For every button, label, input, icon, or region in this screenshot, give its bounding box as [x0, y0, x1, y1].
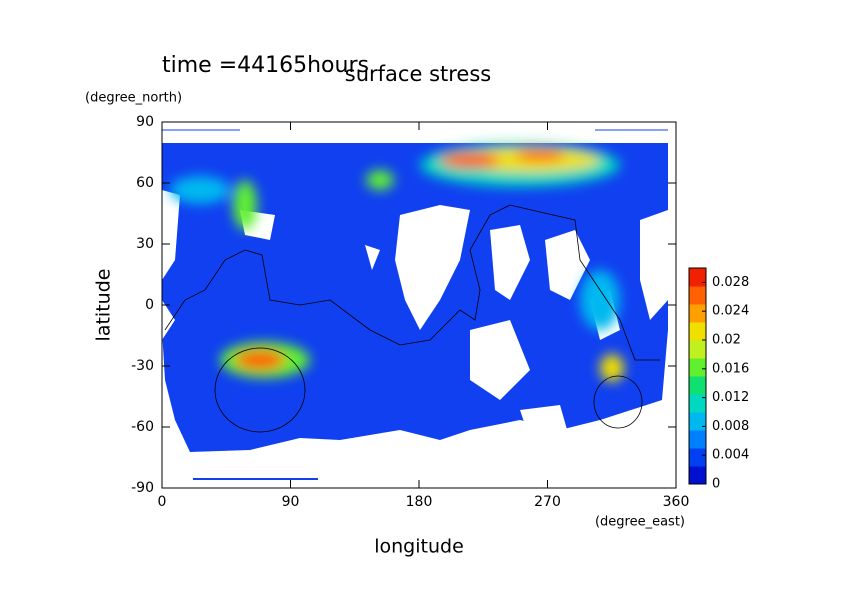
y-tick-label: -60 — [131, 419, 154, 435]
colorbar-tick-label: 0.012 — [712, 390, 749, 405]
y-tick-label: 0 — [145, 297, 154, 313]
x-tick-label: 0 — [158, 494, 167, 510]
y-axis-label: latitude — [93, 269, 115, 342]
colorbar-tick-label: 0.028 — [712, 275, 749, 290]
colorbar-segment — [689, 430, 706, 449]
colorbar-tick-label: 0.004 — [712, 448, 749, 463]
field-highs — [170, 143, 624, 382]
field — [162, 129, 668, 480]
colorbar-tick-label: 0 — [712, 477, 720, 492]
y-tick-label: 30 — [136, 236, 154, 252]
chart-title: surface stress — [345, 62, 491, 86]
colorbar-segment — [689, 268, 706, 287]
y-tick-label: 60 — [136, 175, 154, 191]
y-unit: (degree_north) — [85, 91, 182, 106]
colorbar-segment — [689, 466, 706, 485]
colorbar-segment — [689, 394, 706, 413]
colorbar-segment — [689, 340, 706, 359]
colorbar-frame — [688, 267, 707, 485]
colorbar-tick-label: 0.008 — [712, 419, 749, 434]
colorbar-segment — [689, 448, 706, 467]
y-tick-label: -90 — [131, 480, 154, 496]
colorbar-tick-label: 0.016 — [712, 361, 749, 376]
x-tick-label: 90 — [282, 494, 300, 510]
colorbar-tick-label: 0.024 — [712, 304, 749, 319]
x-tick-label: 360 — [663, 494, 690, 510]
colorbar-segment — [689, 304, 706, 323]
colorbar-segment — [689, 412, 706, 431]
y-tick-label: 90 — [136, 114, 154, 130]
x-tick-label: 270 — [534, 494, 561, 510]
coastline — [164, 204, 660, 433]
x-tick-label: 180 — [406, 494, 433, 510]
colorbar-tick-label: 0.02 — [712, 333, 741, 348]
colorbar-segment — [689, 322, 706, 341]
x-axis-label: longitude — [374, 536, 464, 558]
colorbar-segment — [689, 286, 706, 305]
colorbar-segment — [689, 376, 706, 395]
y-tick-label: -30 — [131, 358, 154, 374]
colorbar-segment — [689, 358, 706, 377]
time-label: time =44165hours — [162, 53, 369, 78]
x-unit: (degree_east) — [595, 515, 685, 530]
